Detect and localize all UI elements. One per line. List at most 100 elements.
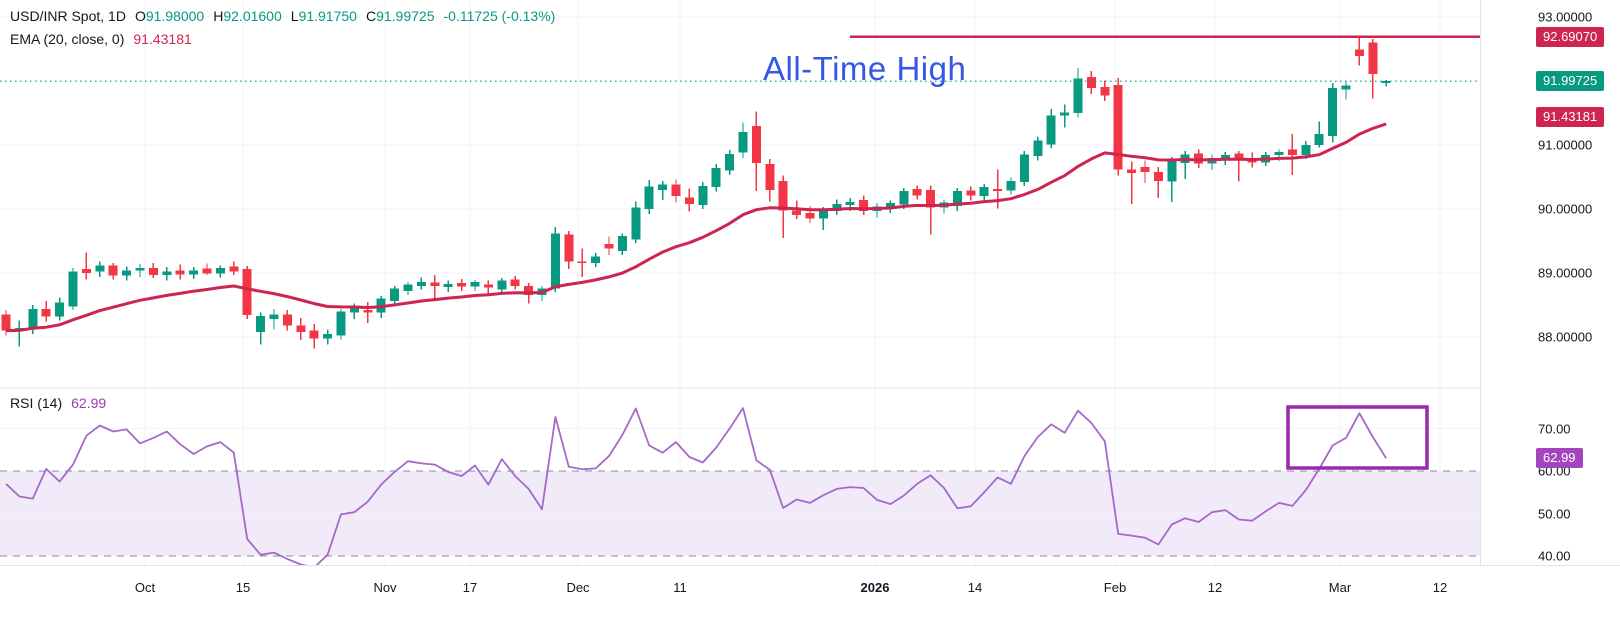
candle-body: [430, 282, 440, 286]
candle-body: [390, 288, 400, 302]
candle-body: [805, 212, 815, 219]
candle-body: [751, 125, 761, 163]
candle-body: [108, 265, 118, 276]
candle-body: [564, 234, 574, 262]
chart-canvas[interactable]: [0, 0, 1620, 565]
candle-body: [725, 153, 735, 171]
candle-body: [1381, 81, 1391, 83]
candle-body: [41, 308, 51, 317]
candle-body: [1, 314, 11, 331]
ohlc-low: L91.91750: [290, 8, 357, 24]
candle-body: [778, 180, 788, 211]
rsi-line[interactable]: [5, 407, 1387, 565]
candle-body: [269, 314, 279, 320]
candle-body: [1046, 115, 1056, 145]
candle-body: [832, 203, 842, 211]
ema-line[interactable]: [5, 122, 1387, 333]
ema-value: 91.43181: [133, 31, 192, 47]
candle-body: [229, 266, 239, 272]
candle-body: [1314, 134, 1324, 145]
candle-body: [524, 285, 534, 295]
candle-body: [765, 164, 775, 190]
candle-body: [1153, 171, 1163, 181]
candle-body: [1060, 112, 1070, 116]
candle-body: [416, 281, 426, 286]
rsi-axis-label: 70.00: [1538, 421, 1571, 436]
candle-body: [309, 330, 319, 339]
candle-body: [148, 267, 158, 275]
candle-body: [1274, 152, 1284, 156]
candle-body: [457, 283, 467, 287]
candle-body: [1220, 155, 1230, 160]
candle-body: [885, 203, 895, 208]
candle-body: [1073, 78, 1083, 113]
price-change: -0.11725 (-0.13%): [443, 8, 556, 24]
candle-body: [55, 302, 65, 317]
price-badge: 91.99725: [1536, 71, 1605, 92]
candle-body: [1033, 140, 1043, 156]
time-axis-label: 15: [235, 580, 251, 595]
candle-body: [175, 270, 185, 275]
candle-body: [604, 244, 614, 249]
candle-body: [631, 207, 641, 240]
candle-body: [68, 271, 78, 307]
candle-body: [1234, 153, 1244, 159]
candle-body: [296, 325, 306, 332]
candle-body: [818, 210, 828, 219]
all-time-high-annotation[interactable]: All-Time High: [763, 50, 967, 87]
rsi-axis-label: 40.00: [1538, 548, 1571, 564]
candle-body: [979, 187, 989, 197]
candle-body: [792, 210, 802, 215]
price-axis[interactable]: 93.00000 91.00000 90.00000 89.00000 88.00000…: [1480, 0, 1620, 565]
time-axis-label: Oct: [134, 580, 156, 595]
time-axis-label: 2026: [860, 580, 890, 595]
candle-body: [1341, 85, 1351, 90]
candle-body: [966, 190, 976, 196]
candle-body: [577, 261, 587, 264]
candle-body: [122, 270, 132, 276]
rsi-highlight-box[interactable]: [1286, 405, 1429, 470]
rsi-name[interactable]: RSI (14): [10, 395, 63, 411]
candle-body: [483, 284, 493, 288]
candle-body: [363, 310, 373, 313]
candle-body: [135, 267, 145, 271]
candle-body: [1301, 145, 1311, 156]
candle-body: [912, 189, 922, 196]
candle-body: [282, 314, 292, 326]
candle-body: [349, 307, 359, 313]
symbol-title[interactable]: USD/INR Spot, 1D: [10, 8, 126, 24]
ohlc-close: C91.99725: [365, 8, 435, 24]
candle-body: [658, 184, 668, 190]
ohlc-open: O91.98000: [134, 8, 205, 24]
candle-body: [591, 256, 601, 263]
time-axis-label: Mar: [1328, 580, 1352, 595]
candle-body: [926, 189, 936, 208]
candle-body: [28, 308, 38, 330]
candle-body: [1100, 86, 1110, 96]
rsi-legend: RSI (14) 62.99: [10, 395, 106, 411]
candle-body: [1127, 169, 1137, 174]
candle-body: [470, 281, 480, 287]
rsi-value: 62.99: [71, 395, 107, 411]
time-axis-label: Nov: [373, 580, 397, 595]
ema-name[interactable]: EMA (20, close, 0): [10, 31, 125, 47]
price-badge: 62.99: [1536, 448, 1583, 469]
time-axis[interactable]: Oct 15 Nov 17 Dec 11 2026 14 Feb 12 Mar 12: [0, 565, 1620, 618]
candle-body: [242, 269, 252, 316]
candle-body: [845, 201, 855, 206]
candle-body: [738, 132, 748, 153]
candle-body: [1019, 154, 1029, 183]
ema-legend: EMA (20, close, 0) 91.43181: [10, 31, 192, 47]
candle-body: [1368, 42, 1378, 74]
candle-body: [510, 279, 520, 286]
candle-body: [1287, 149, 1297, 156]
candle-body: [497, 280, 507, 290]
candle-body: [1006, 180, 1016, 191]
candle-body: [698, 185, 708, 206]
candle-body: [993, 189, 1003, 191]
candle-body: [323, 333, 333, 339]
candle-body: [671, 184, 681, 197]
candle-body: [81, 269, 91, 273]
candle-body: [95, 265, 105, 272]
candle-body: [684, 197, 694, 204]
